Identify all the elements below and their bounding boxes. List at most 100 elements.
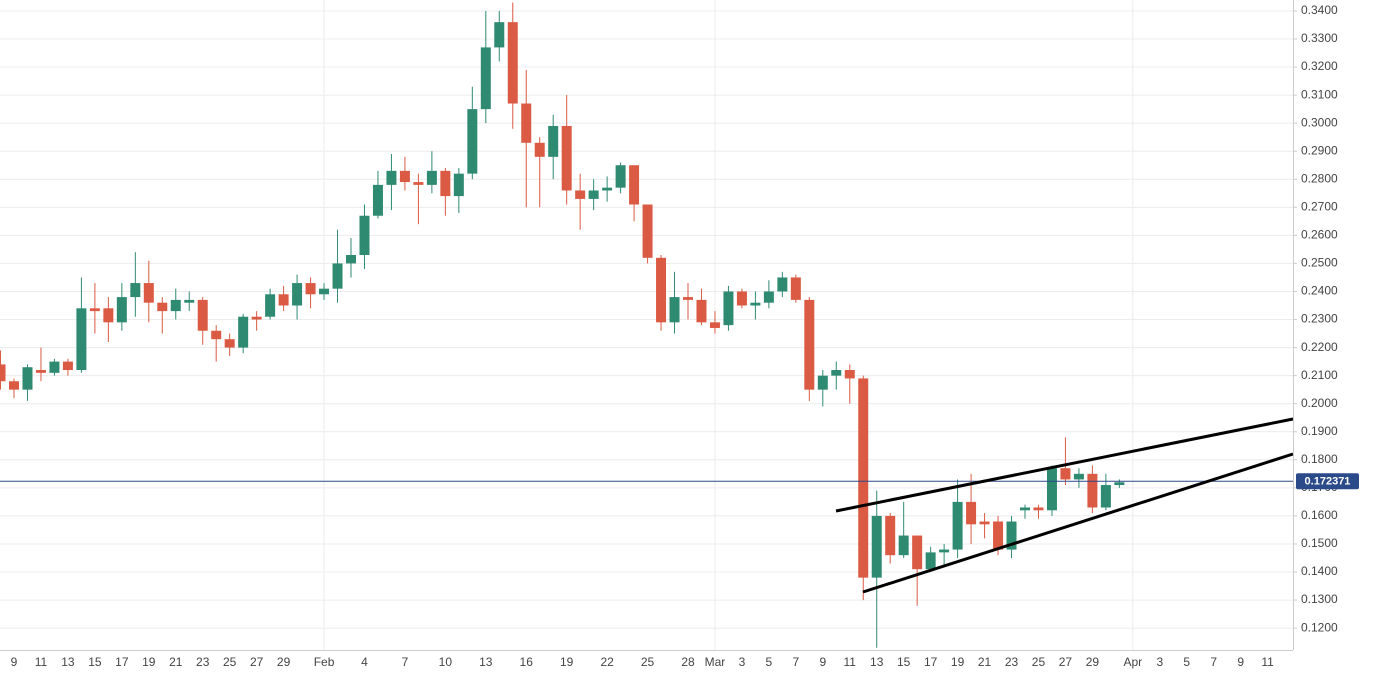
candle-body	[507, 22, 518, 104]
candle-body	[642, 204, 653, 258]
x-tick-label: 27	[250, 655, 264, 669]
x-tick-label: Apr	[1123, 655, 1142, 669]
y-tick-label: 0.2500	[1301, 256, 1338, 270]
x-tick-label: 27	[1059, 655, 1073, 669]
axis-labels: 0.12000.13000.14000.15000.16000.17000.18…	[11, 3, 1359, 669]
x-tick-label: 25	[1032, 655, 1046, 669]
candle-body	[709, 322, 720, 328]
candle-body	[467, 109, 478, 174]
candle-body	[372, 184, 383, 216]
x-tick-label: 10	[439, 655, 453, 669]
candle-body	[143, 283, 154, 303]
candle-body	[939, 549, 950, 553]
y-tick-label: 0.2700	[1301, 199, 1338, 213]
candle-body	[790, 277, 801, 300]
candle-body	[170, 299, 181, 312]
candle-body	[0, 364, 6, 382]
candle-body	[723, 291, 734, 326]
candle-body	[521, 103, 532, 143]
candle-body	[561, 125, 572, 191]
candle-body	[1114, 482, 1125, 486]
candle-body	[399, 170, 410, 183]
x-tick-label: 25	[223, 655, 237, 669]
candle-body	[211, 330, 222, 340]
candle-body	[292, 283, 303, 306]
x-tick-label: 29	[277, 655, 291, 669]
x-tick-label: 19	[951, 655, 965, 669]
candle-body	[440, 170, 451, 197]
y-tick-label: 0.2000	[1301, 396, 1338, 410]
candle-body	[993, 521, 1004, 550]
x-tick-label: 22	[600, 655, 614, 669]
candle-body	[831, 370, 842, 376]
candle-body	[413, 182, 424, 185]
x-tick-label: 7	[402, 655, 409, 669]
candle-body	[925, 552, 936, 570]
candle-body	[224, 339, 235, 348]
x-tick-label: 19	[142, 655, 156, 669]
y-tick-label: 0.1500	[1301, 536, 1338, 550]
x-tick-label: 13	[61, 655, 75, 669]
y-tick-label: 0.1800	[1301, 452, 1338, 466]
candle-body	[426, 170, 437, 185]
x-tick-label: 21	[169, 655, 183, 669]
x-tick-label: 17	[115, 655, 129, 669]
x-tick-label: 5	[1183, 655, 1190, 669]
candle-body	[979, 521, 990, 525]
y-tick-label: 0.3400	[1301, 3, 1338, 17]
x-tick-label: Feb	[314, 655, 335, 669]
candle-body	[238, 316, 249, 348]
x-tick-label: 23	[196, 655, 210, 669]
x-tick-label: 11	[1261, 655, 1274, 669]
candle-body	[319, 288, 330, 295]
y-tick-label: 0.1200	[1301, 620, 1338, 634]
y-tick-label: 0.1400	[1301, 564, 1338, 578]
candle-body	[750, 302, 761, 306]
x-tick-label: 21	[978, 655, 992, 669]
candle-body	[9, 381, 19, 390]
candle-body	[548, 125, 559, 157]
candle-body	[898, 535, 909, 556]
x-tick-label: Mar	[705, 655, 726, 669]
candle-body	[305, 283, 316, 295]
last-price-label: 0.172371	[1305, 476, 1351, 488]
candle-body	[116, 297, 127, 323]
candle-body	[1087, 473, 1098, 508]
y-tick-label: 0.3000	[1301, 115, 1338, 129]
last-price-badge	[1296, 473, 1359, 490]
y-tick-label: 0.1900	[1301, 424, 1338, 438]
x-tick-label: 15	[88, 655, 102, 669]
trend-line-lower	[862, 452, 1294, 594]
y-tick-label: 0.2300	[1301, 312, 1338, 326]
x-tick-label: 29	[1086, 655, 1100, 669]
candle-body	[22, 367, 33, 390]
y-tick-label: 0.2100	[1301, 368, 1338, 382]
y-tick-label: 0.2600	[1301, 228, 1338, 242]
x-tick-label: 5	[766, 655, 773, 669]
y-tick-label: 0.3300	[1301, 31, 1338, 45]
y-tick-label: 0.2200	[1301, 340, 1338, 354]
y-tick-label: 0.2400	[1301, 284, 1338, 298]
candle-body	[265, 294, 276, 317]
candle-body	[49, 361, 60, 373]
x-tick-label: 9	[11, 655, 18, 669]
y-tick-label: 0.2800	[1301, 171, 1338, 185]
candle-body	[35, 370, 46, 373]
x-tick-label: 11	[844, 655, 857, 669]
candle-body	[1060, 468, 1071, 480]
y-tick-label: 0.3200	[1301, 59, 1338, 73]
candle-body	[696, 299, 707, 323]
candle-body	[1006, 521, 1017, 550]
candle-body	[602, 187, 613, 191]
candle-body	[912, 535, 923, 570]
candle-body	[575, 190, 586, 199]
candle-body	[359, 215, 370, 256]
candle-body	[1033, 507, 1044, 511]
candle-body	[62, 361, 73, 371]
y-tick-label: 0.1600	[1301, 508, 1338, 522]
y-tick-label: 0.1300	[1301, 592, 1338, 606]
trend-line-upper	[835, 417, 1294, 513]
candle-body	[952, 501, 963, 550]
